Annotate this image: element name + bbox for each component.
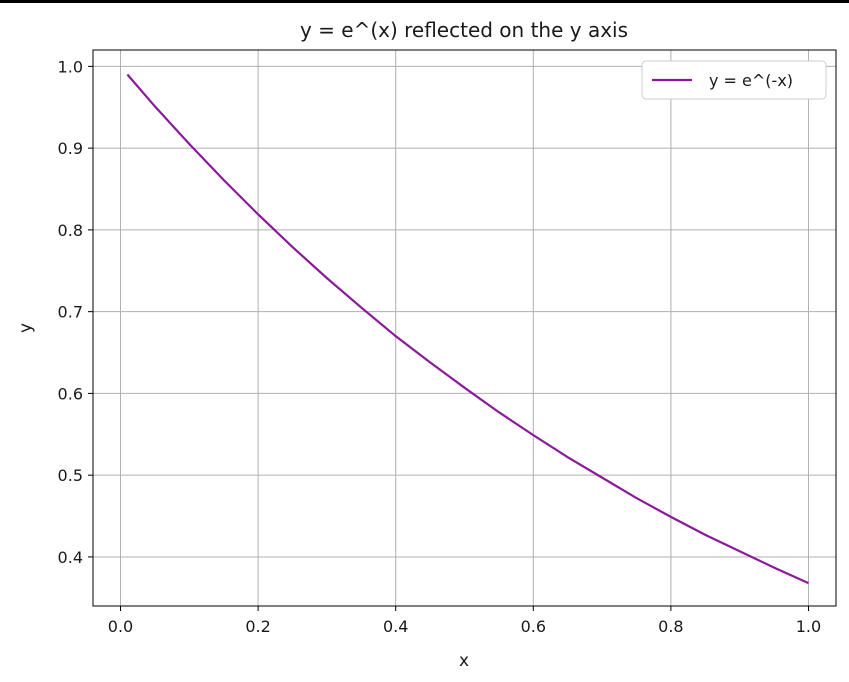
x-tick-label: 0.0 bbox=[108, 617, 133, 636]
axis-ticks: 0.0 0.2 0.4 0.6 0.8 1.0 0.4 0.5 0.6 0.7 0.8 0.9 1.0 bbox=[58, 57, 822, 636]
y-tick-label: 0.7 bbox=[58, 303, 83, 322]
x-tick-label: 0.4 bbox=[383, 617, 408, 636]
chart-title: y = e^(x) reflected on the y axis bbox=[300, 18, 628, 42]
legend-label: y = e^(-x) bbox=[709, 71, 793, 90]
x-axis-label: x bbox=[459, 651, 469, 671]
y-axis-label: y bbox=[16, 323, 36, 333]
y-tick-label: 1.0 bbox=[58, 57, 83, 76]
legend: y = e^(-x) bbox=[641, 60, 827, 100]
x-tick-label: 0.2 bbox=[245, 617, 270, 636]
x-tick-label: 0.6 bbox=[521, 617, 546, 636]
x-tick-label: 1.0 bbox=[796, 617, 821, 636]
series-line-exp-neg-x bbox=[126, 73, 809, 585]
grid bbox=[93, 50, 836, 606]
legend-box bbox=[641, 60, 827, 100]
y-tick-label: 0.8 bbox=[58, 221, 83, 240]
top-border bbox=[0, 0, 849, 3]
y-tick-label: 0.6 bbox=[58, 384, 83, 403]
plot-frame bbox=[92, 49, 837, 607]
y-tick-label: 0.4 bbox=[58, 548, 83, 567]
y-tick-label: 0.5 bbox=[58, 466, 83, 485]
y-tick-label: 0.9 bbox=[58, 139, 83, 158]
x-tick-label: 0.8 bbox=[658, 617, 683, 636]
